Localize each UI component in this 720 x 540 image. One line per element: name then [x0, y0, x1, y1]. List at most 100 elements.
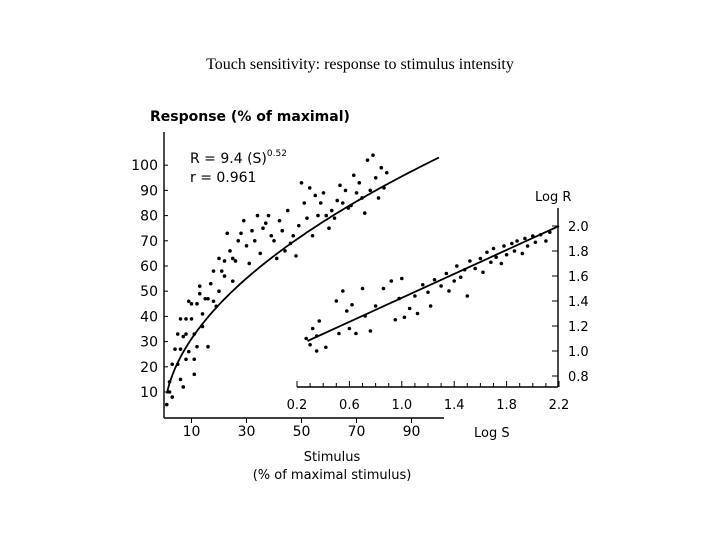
linear-data-point [269, 233, 274, 238]
linear-data-point [357, 181, 362, 185]
linear-data-point [335, 198, 340, 203]
linear-data-point [184, 332, 188, 336]
linear-data-point [178, 377, 183, 382]
linear-data-point [230, 279, 235, 283]
log-y-tick-label: 1.0 [568, 345, 589, 360]
linear-data-point [324, 213, 329, 218]
log-data-point [400, 276, 404, 281]
linear-data-point [384, 170, 389, 175]
log-data-point [478, 256, 483, 261]
log-x-tick-label: 0.2 [287, 398, 308, 413]
log-data-point [494, 255, 498, 260]
log-fit-line [307, 225, 560, 342]
log-y-tick-label: 1.6 [568, 270, 589, 285]
fit-equation: R = 9.4 (S)0.52 [190, 149, 287, 167]
linear-data-point [368, 188, 373, 193]
log-data-point [510, 241, 514, 246]
log-data-point [533, 240, 538, 245]
log-data-point [304, 336, 308, 341]
linear-x-tick-label: 30 [238, 424, 256, 440]
log-data-point [381, 286, 386, 291]
log-data-point [473, 266, 477, 271]
log-data-point [515, 239, 519, 243]
log-data-point [447, 289, 451, 293]
linear-data-point [206, 344, 210, 349]
linear-data-point [321, 191, 326, 195]
linear-x-tick-label: 50 [293, 424, 311, 440]
log-data-point [428, 304, 433, 308]
linear-data-point [329, 208, 334, 213]
log-data-points [304, 230, 552, 353]
linear-data-point [164, 402, 169, 407]
linear-y-tick-label: 100 [131, 158, 158, 174]
linear-data-point [263, 221, 268, 225]
linear-data-point [244, 244, 249, 248]
linear-data-point [296, 223, 301, 228]
linear-data-point [211, 299, 216, 304]
linear-y-tick-label: 90 [140, 183, 158, 199]
log-data-point [341, 289, 345, 293]
linear-data-point [178, 317, 183, 321]
log-data-point [402, 315, 407, 320]
linear-data-point [195, 344, 199, 349]
linear-x-tick-label: 70 [348, 424, 366, 440]
log-x-tick-label: 1.0 [391, 398, 412, 413]
linear-data-point [222, 259, 227, 263]
linear-data-point [206, 296, 210, 301]
linear-data-point [181, 334, 186, 339]
linear-data-point [181, 385, 186, 389]
log-panel: 2.0 1.8 1.6 1.4 1.2 1.0 0.8 0.2 0.6 1.0 1.4 1.8 2.2… [286, 190, 589, 441]
log-data-point [468, 259, 472, 263]
linear-data-point [379, 165, 384, 170]
log-data-point [458, 275, 463, 280]
linear-data-points [164, 153, 389, 407]
linear-data-point [186, 349, 191, 354]
linear-data-point [200, 312, 205, 316]
log-data-point [314, 349, 319, 353]
log-data-point [393, 317, 398, 322]
linear-data-point [343, 188, 348, 193]
log-x-axis-backdrop [286, 383, 576, 417]
linear-data-point [197, 284, 202, 288]
linear-data-point [354, 191, 359, 195]
linear-data-point [217, 256, 221, 261]
log-data-point [407, 306, 412, 311]
linear-data-point [222, 274, 227, 278]
linear-x-tick-label: 90 [403, 424, 421, 440]
linear-data-point [310, 233, 315, 238]
log-y-axis-label: Log R [535, 190, 571, 205]
log-data-point [368, 329, 373, 333]
linear-fit-curve [165, 156, 440, 394]
linear-y-ticks: 10 20 30 40 50 60 70 80 90 100 [131, 158, 168, 401]
log-y-tick-label: 2.0 [568, 220, 589, 235]
log-data-point [512, 249, 517, 253]
linear-data-point [285, 208, 290, 213]
linear-data-point [365, 158, 370, 162]
log-y-tick-label: 1.4 [568, 295, 589, 310]
log-data-point [544, 239, 548, 243]
log-data-point [420, 282, 425, 287]
linear-data-point [192, 372, 197, 377]
log-data-point [413, 294, 417, 298]
log-data-point [389, 279, 394, 283]
linear-data-point [255, 213, 260, 218]
linear-data-point [178, 347, 183, 351]
linear-data-point [184, 357, 188, 362]
linear-data-point [261, 226, 265, 230]
linear-data-point [250, 228, 254, 233]
linear-data-point [338, 183, 342, 188]
slide-title: Touch sensitivity: response to stimulus … [206, 56, 514, 73]
linear-data-point [299, 181, 304, 185]
linear-y-tick-label: 30 [140, 335, 158, 351]
log-data-point [452, 279, 457, 283]
log-data-point [350, 302, 354, 307]
linear-data-point [277, 218, 282, 223]
linear-data-point [362, 211, 367, 215]
linear-data-point [316, 213, 320, 218]
linear-y-tick-label: 20 [140, 360, 158, 376]
linear-data-point [228, 249, 232, 253]
log-x-axis-label: Log S [474, 426, 510, 441]
linear-data-point [189, 302, 194, 306]
linear-y-tick-label: 50 [140, 284, 158, 300]
